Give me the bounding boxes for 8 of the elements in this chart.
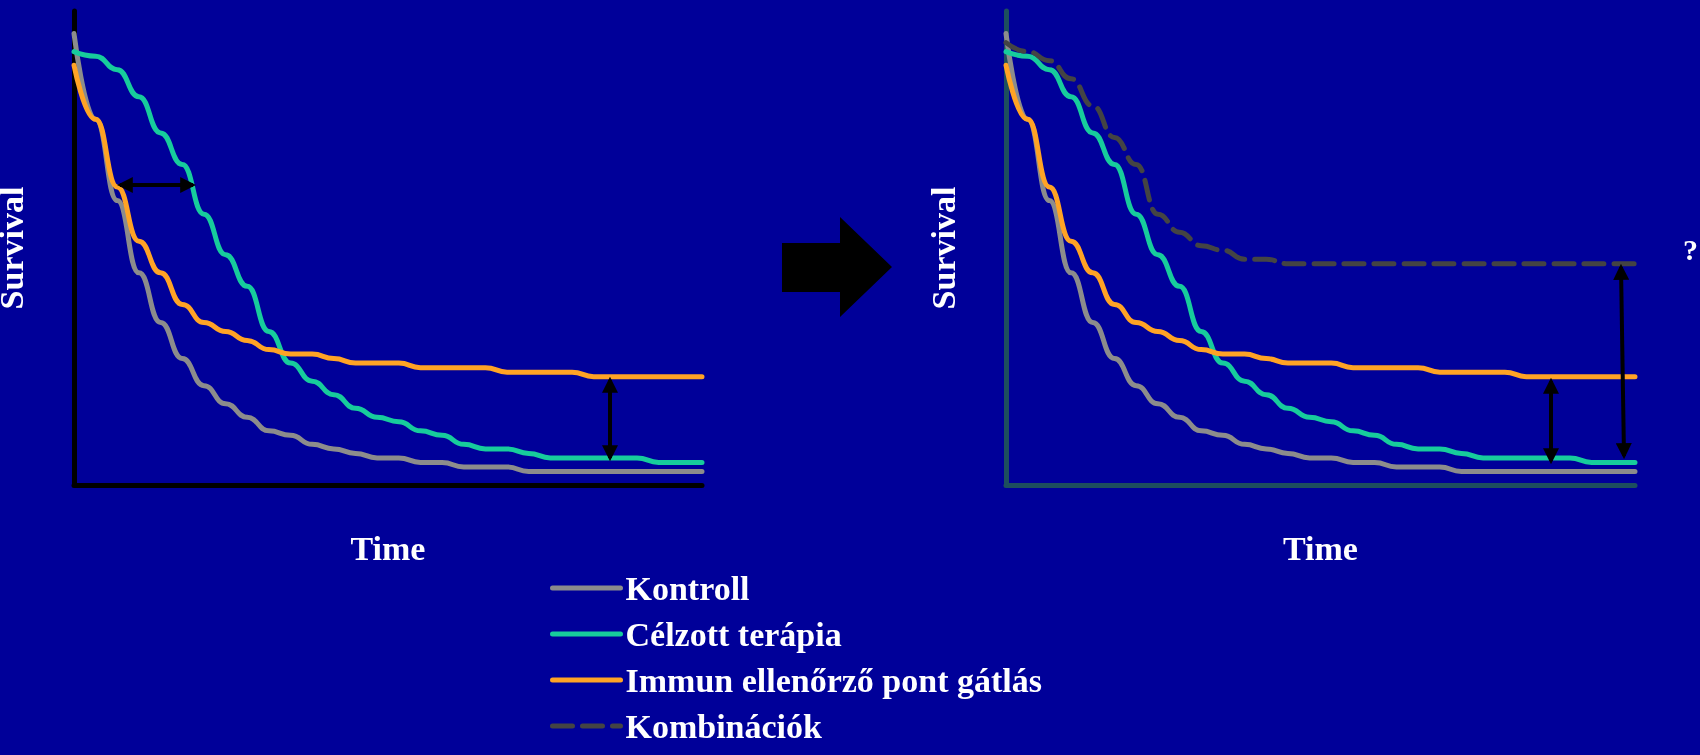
legend-label: Célzott terápia [625, 615, 842, 653]
legend-label: Kontroll [625, 569, 750, 607]
text: ? [1683, 232, 1698, 266]
x-axis-title: Time [1283, 529, 1358, 567]
x-axis-title: Time [350, 529, 426, 567]
y-axis-title: Survival [924, 186, 962, 310]
legend-label: Immun ellenőrző pont gátlás [625, 661, 1042, 699]
legend-label: Kombinációk [625, 707, 823, 745]
